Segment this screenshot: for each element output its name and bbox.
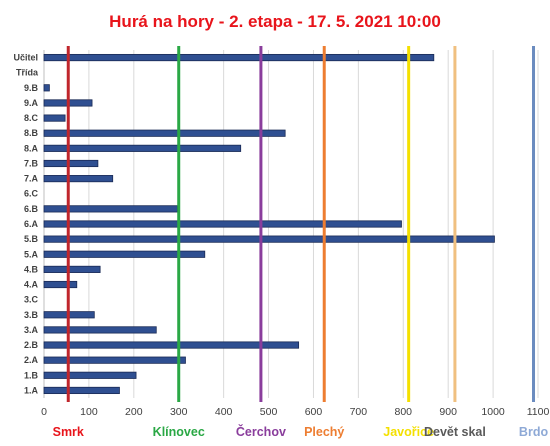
bar: [43, 386, 120, 395]
bar: [43, 175, 114, 183]
reference-label: Klínovec: [153, 425, 205, 439]
category-label: 3.C: [24, 295, 39, 305]
category-label: 3.B: [24, 310, 39, 320]
bar: [43, 250, 206, 258]
reference-label: Brdo: [519, 425, 549, 439]
category-label: 5.B: [24, 234, 39, 244]
reference-label: Plechý: [304, 425, 344, 439]
reference-label: Smrk: [53, 425, 84, 439]
bar: [43, 205, 178, 213]
reference-label: Devět skal: [424, 425, 486, 439]
bar: [43, 371, 137, 379]
x-tick-label: 700: [350, 406, 368, 418]
bar: [43, 280, 78, 289]
x-tick-label: 1000: [481, 406, 505, 418]
x-tick-label: 100: [80, 406, 98, 418]
bar: [43, 53, 435, 62]
category-label: Třída: [16, 68, 39, 78]
x-tick-label: 500: [260, 406, 278, 418]
bar: [43, 129, 286, 137]
category-labels: Učitel Třída 9.B 9.A 8.C 8.B 8.A 7.B 7.A 6.C 6.B 6.…: [13, 53, 38, 396]
reference-lines: [66, 46, 536, 402]
category-label: 4.B: [24, 264, 39, 274]
bar: [43, 114, 66, 122]
x-tick-label: 300: [170, 406, 188, 418]
category-label: Učitel: [13, 53, 38, 63]
x-tick-labels: 0 100 200 300 400 500 600 700 800 900 1000 1100: [41, 406, 549, 418]
category-label: 4.A: [24, 280, 39, 290]
bar: [43, 235, 495, 243]
category-label: 8.A: [24, 143, 39, 153]
bar: [43, 356, 186, 364]
category-label: 8.C: [24, 113, 39, 123]
category-label: 7.B: [24, 158, 39, 168]
category-label: 6.C: [24, 189, 39, 199]
chart-title: Hurá na hory - 2. etapa - 17. 5. 2021 10…: [109, 12, 441, 31]
x-tick-label: 800: [395, 406, 413, 418]
bar: [43, 220, 402, 228]
category-label: 5.A: [24, 249, 39, 259]
x-tick-label: 400: [215, 406, 233, 418]
category-label: 1.B: [24, 370, 39, 380]
bars: [43, 53, 495, 395]
bar: [43, 326, 157, 334]
bar: [43, 144, 242, 152]
category-label: 6.B: [24, 204, 39, 214]
bar: [43, 159, 99, 168]
category-label: 6.A: [24, 219, 39, 229]
category-label: 9.A: [24, 98, 39, 108]
category-label: 7.A: [24, 174, 39, 184]
category-label: 3.A: [24, 325, 39, 335]
category-label: 8.B: [24, 128, 39, 138]
reference-label: Čerchov: [236, 424, 286, 439]
x-tick-label: 600: [305, 406, 323, 418]
x-tick-label: 900: [439, 406, 457, 418]
category-label: 2.A: [24, 355, 39, 365]
reference-label: Javořice: [383, 425, 434, 439]
bar: [43, 84, 50, 92]
category-label: 1.A: [24, 385, 39, 395]
category-label: 2.B: [24, 340, 39, 350]
x-tick-label: 0: [41, 406, 47, 418]
bar: [43, 265, 101, 273]
x-tick-label: 200: [125, 406, 143, 418]
category-label: 9.B: [24, 83, 39, 93]
bar: [43, 341, 300, 349]
x-tick-label: 1100: [527, 406, 550, 418]
